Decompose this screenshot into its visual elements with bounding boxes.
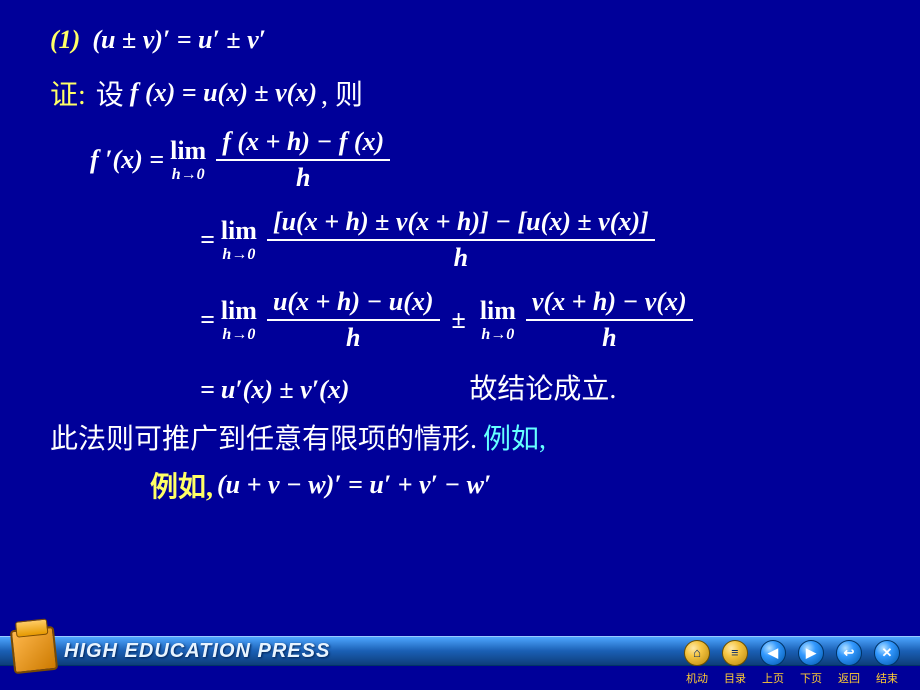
nav-label: 上页 (760, 670, 786, 686)
nav-label: 返回 (836, 670, 862, 686)
nav-next-button[interactable]: ▶ (798, 640, 824, 666)
limit-3a: lim h→0 (221, 296, 257, 344)
extension-text: 此法则可推广到任意有限项的情形. (50, 417, 477, 457)
nav-prev-button[interactable]: ◀ (760, 640, 786, 666)
example-line: 例如, (u + v − w)′ = u′ + v′ − w′ (150, 465, 870, 505)
slide-content: (1) (u ± v)′ = u′ ± v′ 证: 设 f (x) = u(x)… (0, 0, 920, 505)
frac-1: f (x + h) − f (x) h (216, 127, 390, 193)
limit-1: lim h→0 (170, 136, 206, 184)
setup-suffix: , 则 (321, 73, 363, 113)
nav-home-button[interactable]: ⌂ (684, 640, 710, 666)
rule-formula: (u ± v)′ = u′ ± v′ (92, 25, 266, 55)
footer: HIGH EDUCATION PRESS ⌂ ≡ ◀ ▶ ↩ ✕ 机动 目录 上… (0, 632, 920, 690)
frac-2: [u(x + h) ± v(x + h)] − [u(x) ± v(x)] h (267, 207, 655, 273)
extension-eg: 例如, (483, 417, 546, 457)
publisher-logo-icon (10, 626, 58, 674)
step4-eq: = (200, 375, 215, 405)
rule-header: (1) (u ± v)′ = u′ ± v′ (50, 25, 870, 55)
example-prefix: 例如, (150, 465, 213, 505)
setup-prefix: 设 (96, 73, 124, 113)
conclusion: 故结论成立. (469, 367, 616, 407)
step1-lhs: f ′(x) = (90, 145, 164, 175)
item-number: (1) (50, 25, 80, 55)
step3-pm: ± (452, 305, 466, 335)
nav-label: 下页 (798, 670, 824, 686)
setup-formula: f (x) = u(x) ± v(x) (130, 78, 317, 108)
proof-step-2: = lim h→0 [u(x + h) ± v(x + h)] − [u(x) … (200, 207, 870, 273)
example-formula: (u + v − w)′ = u′ + v′ − w′ (217, 470, 491, 500)
nav-close-button[interactable]: ✕ (874, 640, 900, 666)
nav-toc-button[interactable]: ≡ (722, 640, 748, 666)
frac-3b: v(x + h) − v(x) h (526, 287, 693, 353)
publisher-name: HIGH EDUCATION PRESS (64, 640, 330, 663)
proof-step-4: = u′(x) ± v′(x) 故结论成立. (200, 367, 870, 407)
step3-eq: = (200, 305, 215, 335)
extension-line: 此法则可推广到任意有限项的情形. 例如, (50, 417, 870, 457)
nav-label: 目录 (722, 670, 748, 686)
nav-back-button[interactable]: ↩ (836, 640, 862, 666)
nav-label: 机动 (684, 670, 710, 686)
proof-setup: 证: 设 f (x) = u(x) ± v(x) , 则 (50, 73, 870, 113)
nav-label: 结束 (874, 670, 900, 686)
step4-result: u′(x) ± v′(x) (221, 375, 350, 405)
proof-step-3: = lim h→0 u(x + h) − u(x) h ± lim h→0 v(… (200, 287, 870, 353)
proof-label: 证: (50, 73, 86, 113)
frac-3a: u(x + h) − u(x) h (267, 287, 440, 353)
limit-3b: lim h→0 (480, 296, 516, 344)
nav-buttons: ⌂ ≡ ◀ ▶ ↩ ✕ (684, 640, 900, 666)
proof-step-1: f ′(x) = lim h→0 f (x + h) − f (x) h (90, 127, 870, 193)
nav-labels: 机动 目录 上页 下页 返回 结束 (684, 670, 900, 686)
limit-2: lim h→0 (221, 216, 257, 264)
step2-eq: = (200, 225, 215, 255)
